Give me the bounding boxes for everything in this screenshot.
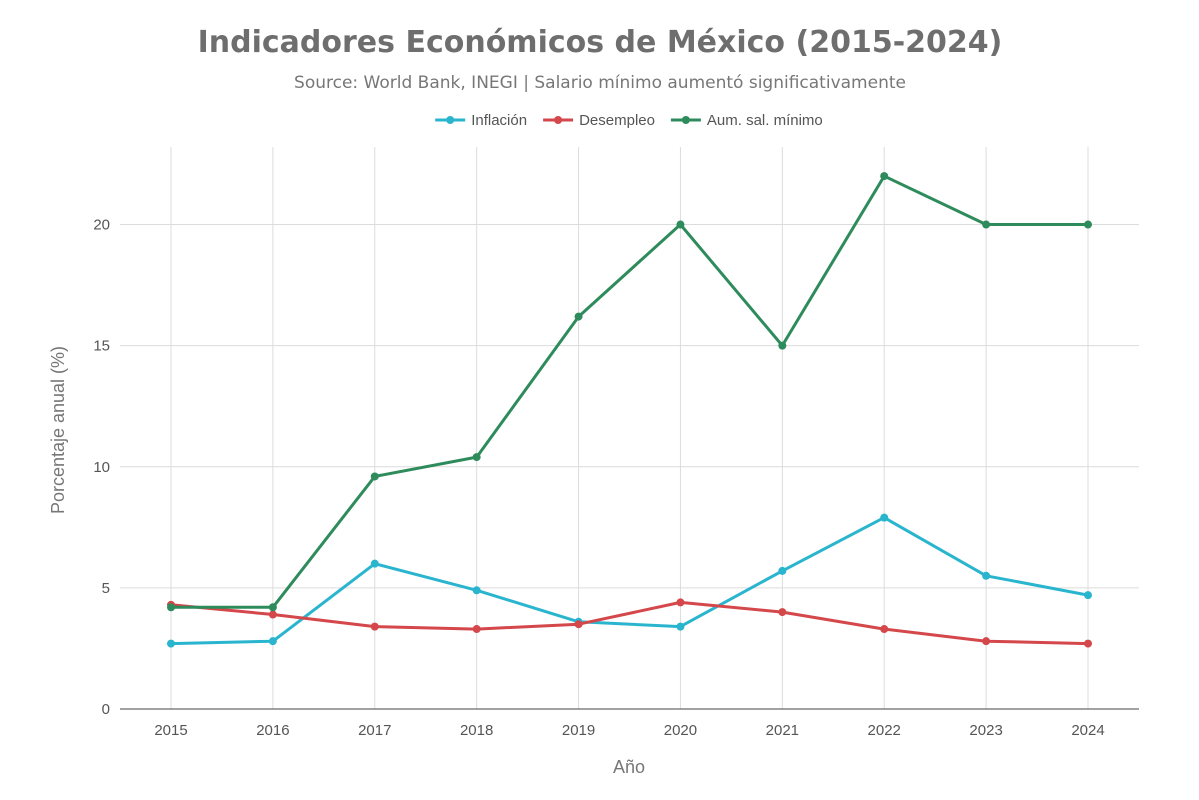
data-point-aum-sal-minimo <box>574 312 583 321</box>
legend-label: Aum. sal. mínimo <box>707 112 823 129</box>
data-point-aum-sal-minimo <box>982 220 991 229</box>
chart-subtitle: Source: World Bank, INEGI | Salario míni… <box>294 73 906 93</box>
series-group <box>167 172 1092 648</box>
x-tick-label: 2022 <box>868 722 901 739</box>
data-point-desempleo <box>472 625 481 634</box>
data-point-aum-sal-minimo <box>472 453 481 462</box>
legend-label: Inflación <box>471 112 527 129</box>
y-tick-label: 20 <box>93 217 110 234</box>
data-point-desempleo <box>370 622 379 631</box>
data-point-aum-sal-minimo <box>1084 220 1092 229</box>
data-point-inflacion <box>268 637 277 646</box>
data-point-desempleo <box>268 610 277 619</box>
data-point-inflacion <box>370 559 379 568</box>
data-point-desempleo <box>880 625 889 634</box>
y-tick-label: 5 <box>102 580 110 597</box>
data-point-desempleo <box>676 598 685 607</box>
series-line-inflacion <box>169 516 1090 646</box>
chart-title: Indicadores Económicos de México (2015-2… <box>198 25 1003 60</box>
legend-swatch-marker <box>446 116 455 124</box>
data-point-aum-sal-minimo <box>778 341 787 350</box>
series-inflacion <box>167 513 1092 648</box>
series-line-desempleo <box>169 600 1090 646</box>
x-tick-label: 2021 <box>766 722 799 739</box>
x-tick-labels: 2015 2016 2017 2018 2019 2020 2021 2022 2023 2024 <box>154 722 1104 739</box>
data-point-desempleo <box>778 608 787 617</box>
x-tick-label: 2024 <box>1071 722 1104 739</box>
data-point-aum-sal-minimo <box>268 603 277 612</box>
data-point-desempleo <box>982 637 991 646</box>
data-point-aum-sal-minimo <box>167 603 175 612</box>
series-line-aum-sal-minimo <box>169 174 1090 609</box>
data-point-aum-sal-minimo <box>676 220 685 229</box>
data-point-desempleo <box>1084 639 1092 648</box>
y-axis-label: Porcentaje anual (%) <box>48 346 68 514</box>
x-tick-label: 2018 <box>460 722 493 739</box>
data-point-inflacion <box>472 586 481 595</box>
data-point-inflacion <box>1084 591 1092 600</box>
data-point-inflacion <box>778 566 787 575</box>
legend-swatch-marker <box>554 116 563 124</box>
y-tick-label: 15 <box>93 338 110 355</box>
data-point-inflacion <box>167 639 175 648</box>
legend: Inflación Desempleo Aum. sal. mínimo <box>435 112 823 129</box>
x-tick-label: 2020 <box>664 722 697 739</box>
data-point-aum-sal-minimo <box>370 472 379 481</box>
x-tick-label: 2023 <box>969 722 1002 739</box>
y-tick-label: 10 <box>93 459 110 476</box>
data-point-inflacion <box>880 513 889 522</box>
legend-swatch-marker <box>681 116 690 124</box>
data-point-inflacion <box>982 571 991 580</box>
x-tick-label: 2019 <box>562 722 595 739</box>
data-point-inflacion <box>676 622 685 631</box>
series-aum-sal-minimo <box>167 172 1092 612</box>
y-tick-label: 0 <box>102 701 110 718</box>
data-point-aum-sal-minimo <box>880 172 889 181</box>
legend-item: Desempleo <box>543 112 655 129</box>
y-tick-labels: 0 5 10 15 20 <box>93 217 110 718</box>
x-tick-label: 2016 <box>256 722 289 739</box>
legend-label: Desempleo <box>579 112 655 129</box>
legend-item: Aum. sal. mínimo <box>670 112 823 129</box>
legend-item: Inflación <box>435 112 527 129</box>
x-tick-label: 2017 <box>358 722 391 739</box>
x-axis-label: Año <box>613 757 645 777</box>
x-tick-label: 2015 <box>154 722 187 739</box>
data-point-desempleo <box>574 620 583 629</box>
